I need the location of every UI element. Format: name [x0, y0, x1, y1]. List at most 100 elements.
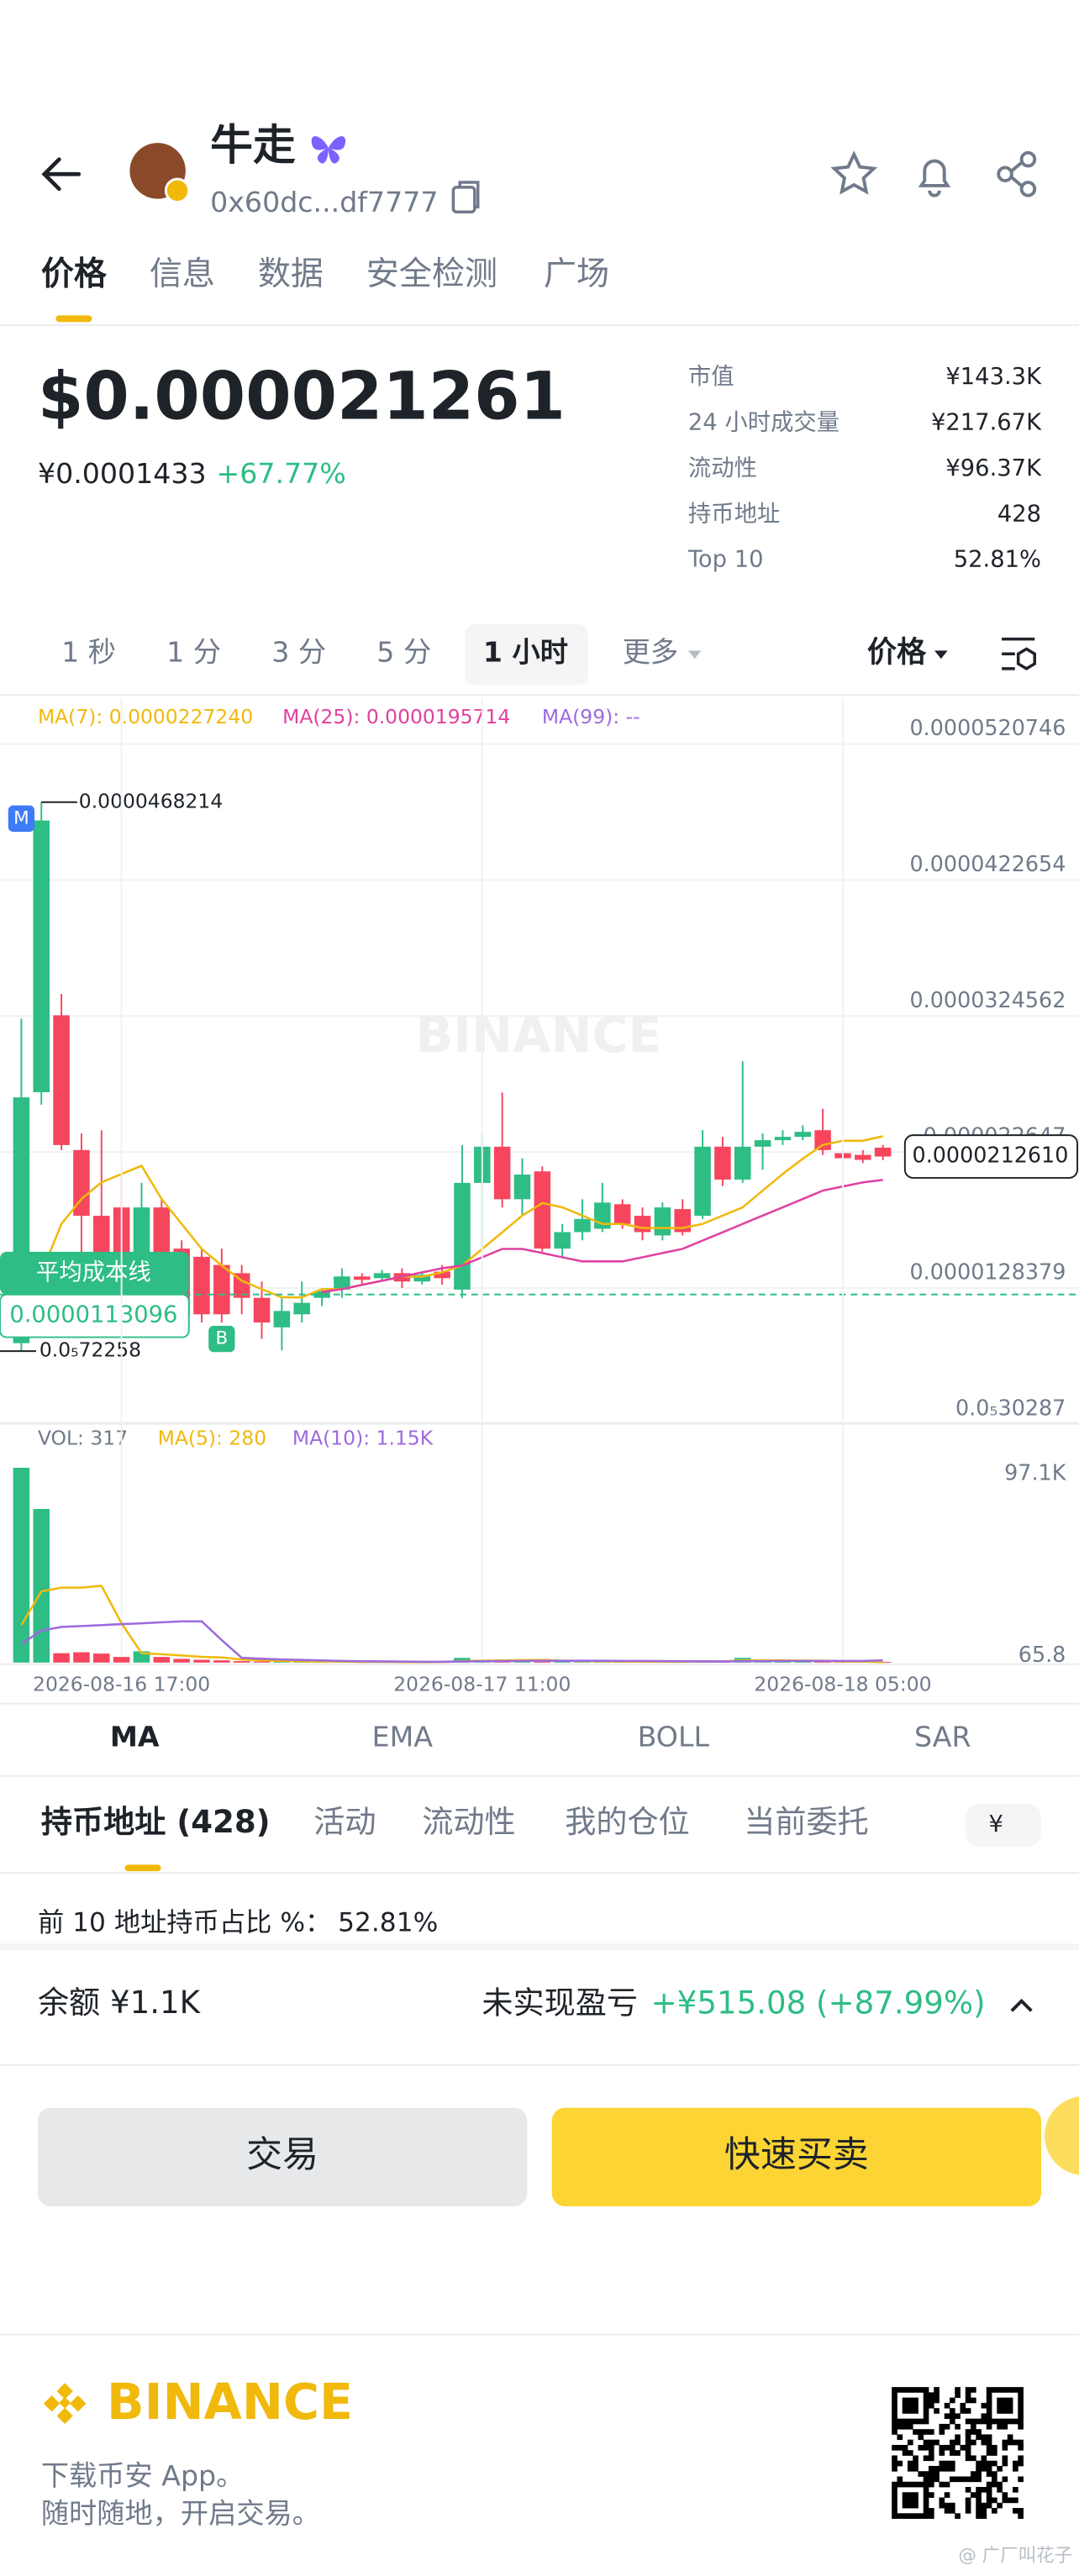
qr-cell — [892, 2408, 897, 2414]
qr-cell — [944, 2502, 950, 2509]
holder-tab[interactable]: 活动 — [313, 1804, 376, 1840]
currency-pill[interactable] — [966, 1803, 1042, 1847]
share-button[interactable] — [997, 150, 1037, 197]
qr-cell — [976, 2460, 982, 2467]
copy-icon[interactable] — [451, 181, 480, 214]
back-button[interactable] — [41, 157, 82, 192]
tab[interactable]: 广场 — [544, 255, 609, 293]
qr-cell — [907, 2397, 913, 2404]
qr-cell — [913, 2418, 918, 2425]
qr-cell — [892, 2423, 897, 2430]
y-tick-label: 0.0₅30287 — [955, 1395, 1066, 1420]
quick-trade-button[interactable] — [551, 2107, 1042, 2207]
qr-cell — [949, 2444, 955, 2451]
qr-cell — [986, 2465, 992, 2472]
candle-body — [213, 1264, 230, 1315]
tab[interactable]: 安全检测 — [366, 255, 497, 293]
chart-settings[interactable] — [1002, 637, 1036, 670]
indicator-tab[interactable]: SAR — [914, 1720, 971, 1753]
qr-cell — [949, 2450, 955, 2456]
holder-tab[interactable]: 当前委托 — [744, 1804, 868, 1840]
stat-label: 市值 — [688, 364, 734, 390]
qr-cell — [949, 2439, 955, 2446]
volume-bar — [33, 1509, 50, 1663]
tab[interactable]: 数据 — [258, 255, 324, 293]
qr-cell — [939, 2444, 945, 2451]
indicator-tab[interactable]: BOLL — [638, 1720, 710, 1753]
qr-cell — [944, 2423, 950, 2430]
holder-tab[interactable]: 持币地址 (428) — [41, 1804, 271, 1840]
qr-cell — [1013, 2465, 1018, 2472]
qr-cell — [955, 2450, 961, 2456]
qr-cell — [992, 2418, 997, 2425]
alert-button[interactable] — [918, 159, 951, 197]
qr-cell — [1018, 2513, 1024, 2519]
qr-cell — [997, 2423, 1003, 2430]
qr-cell — [955, 2392, 961, 2399]
qr-cell — [1018, 2439, 1024, 2446]
qr-cell — [928, 2450, 934, 2456]
qr-cell — [892, 2508, 897, 2514]
qr-cell — [913, 2387, 918, 2393]
qr-cell — [997, 2397, 1003, 2404]
divider — [0, 1943, 1079, 1951]
qr-cell — [955, 2423, 961, 2430]
qr-cell — [902, 2481, 908, 2488]
interval[interactable]: 5 分 — [376, 636, 431, 669]
qr-cell — [892, 2429, 897, 2435]
qr-cell — [892, 2487, 897, 2493]
interval[interactable]: 1 分 — [166, 636, 221, 669]
candle-body — [714, 1146, 731, 1180]
y-tick-label: 0.0000324562 — [910, 987, 1066, 1012]
qr-cell — [939, 2450, 945, 2456]
chart-watermark: BINANCE — [416, 1007, 662, 1064]
indicator-tab[interactable]: EMA — [372, 1720, 434, 1753]
qr-cell — [1013, 2460, 1018, 2467]
interval[interactable]: 3 分 — [271, 636, 326, 669]
mascot[interactable] — [1044, 2096, 1079, 2175]
currency[interactable]: ¥ — [989, 1811, 1003, 1837]
interval[interactable]: 1 秒 — [61, 636, 116, 669]
qr-cell — [971, 2439, 976, 2446]
interval[interactable]: 1 小时 — [483, 636, 568, 669]
qr-cell — [1002, 2418, 1008, 2425]
qr-cell — [902, 2450, 908, 2456]
candle-body — [654, 1207, 671, 1236]
qr-cell — [913, 2465, 918, 2472]
holder-tab[interactable]: 流动性 — [422, 1804, 515, 1840]
qr-cell — [1002, 2460, 1008, 2467]
qr-cell — [892, 2460, 897, 2467]
indicator-tab[interactable]: MA — [110, 1720, 160, 1753]
qr-cell — [923, 2455, 929, 2462]
qr-cell — [897, 2423, 903, 2430]
legend-entry: MA(5): 280 — [158, 1426, 267, 1449]
qr-cell — [897, 2387, 903, 2393]
qr-cell — [1007, 2387, 1013, 2393]
favorite-button[interactable] — [830, 150, 878, 195]
holder-tab[interactable]: 我的仓位 — [565, 1804, 689, 1840]
quick-trade-button-label[interactable]: 快速买卖 — [724, 2134, 869, 2176]
trade-button[interactable] — [37, 2107, 528, 2207]
qr-cell — [902, 2408, 908, 2414]
qr-cell — [934, 2387, 940, 2393]
marker-box — [208, 1325, 235, 1353]
stat-value: 428 — [997, 501, 1041, 527]
trade-button-label[interactable]: 交易 — [246, 2134, 318, 2176]
interval[interactable]: 更多 — [623, 636, 678, 669]
qr-cell — [986, 2444, 992, 2451]
qr-cell — [986, 2397, 992, 2404]
candle-body — [373, 1273, 391, 1279]
qr-cell — [976, 2434, 982, 2441]
qr-cell — [913, 2481, 918, 2488]
qr-cell — [965, 2450, 971, 2456]
avg-cost-value: 0.0000113096 — [9, 1302, 177, 1328]
qr-cell — [986, 2402, 992, 2409]
collapse-caret[interactable] — [1010, 1998, 1033, 2012]
qr-cell — [949, 2408, 955, 2414]
candle-body — [734, 1146, 751, 1180]
tab[interactable]: 信息 — [150, 255, 215, 293]
tab[interactable]: 价格 — [41, 255, 108, 293]
price-toggle[interactable]: 价格 — [867, 635, 927, 670]
qr-cell — [918, 2513, 924, 2519]
